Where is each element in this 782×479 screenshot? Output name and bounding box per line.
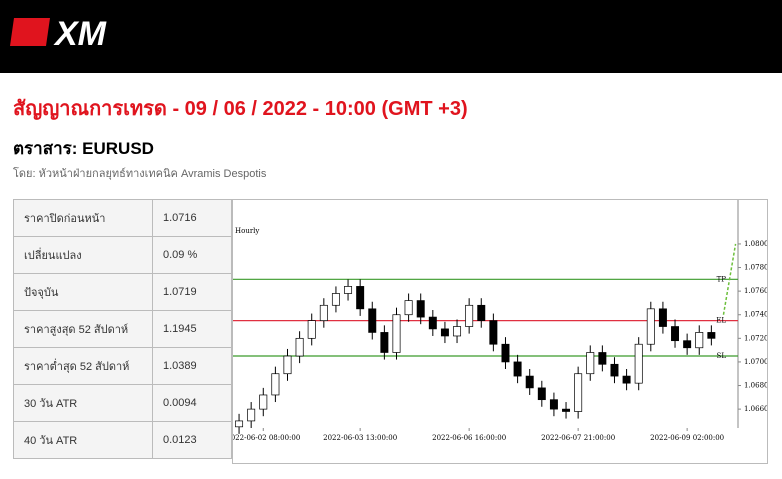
cell-label: 30 วัน ATR bbox=[13, 384, 153, 422]
cell-label: ราคาปิดก่อนหน้า bbox=[13, 199, 153, 237]
author: โดย: หัวหน้าฝ่ายกลยุทธ์ทางเทคนิค Avramis… bbox=[13, 168, 267, 180]
table-row: 30 วัน ATR 0.0094 bbox=[13, 384, 232, 422]
table-row: ราคาปิดก่อนหน้า 1.0716 bbox=[13, 199, 232, 237]
x-tick-label: 2022-06-02 08:00:00 bbox=[232, 434, 300, 442]
candle-body bbox=[404, 300, 413, 316]
candle-body bbox=[416, 300, 425, 318]
x-tick-label: 2022-06-09 02:00:00 bbox=[650, 434, 724, 442]
candle-body bbox=[513, 361, 522, 377]
cell-value: 0.0123 bbox=[152, 421, 232, 459]
cell-label: ปัจจุบัน bbox=[13, 273, 153, 311]
candle-body bbox=[477, 304, 486, 321]
x-tick-label: 2022-06-07 21:00:00 bbox=[541, 434, 615, 442]
candle-body bbox=[707, 332, 716, 339]
y-tick-label: 1.0760 bbox=[744, 287, 768, 295]
candle-body bbox=[622, 375, 631, 384]
candle-body bbox=[658, 308, 667, 327]
candle-body bbox=[331, 293, 340, 306]
candle-body bbox=[537, 387, 546, 401]
table-row: 40 วัน ATR 0.0123 bbox=[13, 421, 232, 459]
candle-body bbox=[574, 373, 583, 412]
candle-body bbox=[501, 343, 510, 363]
candle-body bbox=[307, 320, 316, 339]
candle-body bbox=[646, 308, 655, 345]
cell-value: 1.0716 bbox=[152, 199, 232, 237]
candle-body bbox=[295, 337, 304, 357]
candle-body bbox=[453, 326, 462, 337]
candle-body bbox=[283, 355, 292, 375]
cell-value: 1.0389 bbox=[152, 347, 232, 385]
cell-label: 40 วัน ATR bbox=[13, 421, 153, 459]
chart-subtitle: Hourly bbox=[235, 227, 259, 235]
candle-body bbox=[356, 286, 365, 310]
cell-value: 0.0094 bbox=[152, 384, 232, 422]
candle-body bbox=[525, 375, 534, 389]
cell-value: 1.1945 bbox=[152, 310, 232, 348]
y-tick-label: 1.0720 bbox=[744, 334, 768, 342]
info-table: ราคาปิดก่อนหน้า 1.0716 เปลี่ยนแปลง 0.09 % ปั… bbox=[13, 199, 232, 459]
candle-body bbox=[683, 340, 692, 349]
x-tick-label: 2022-06-03 13:00:00 bbox=[323, 434, 397, 442]
candle-body bbox=[428, 316, 437, 330]
y-tick-label: 1.0700 bbox=[744, 358, 768, 366]
candle-body bbox=[634, 343, 643, 384]
y-tick-label: 1.0660 bbox=[744, 405, 768, 413]
logo-mark bbox=[10, 18, 50, 46]
projection bbox=[722, 243, 737, 315]
candle-body bbox=[671, 326, 680, 342]
candle-body bbox=[549, 399, 558, 410]
candle-body bbox=[235, 420, 244, 428]
candle-body bbox=[380, 332, 389, 353]
chart: Hourly 1.0660 1.0680 1.0700 1.0720 1.0740 1.0… bbox=[232, 199, 768, 464]
level-label: TP bbox=[717, 275, 727, 283]
table-row: เปลี่ยนแปลง 0.09 % bbox=[13, 236, 232, 274]
candle-body bbox=[259, 394, 268, 410]
cell-label: ราคาต่ำสุด 52 สัปดาห์ bbox=[13, 347, 153, 385]
candle-body bbox=[610, 363, 619, 377]
header: XM bbox=[0, 0, 782, 73]
candle-body bbox=[344, 286, 353, 294]
y-tick-label: 1.0780 bbox=[744, 264, 768, 272]
y-tick-label: 1.0800 bbox=[744, 240, 768, 248]
cell-label: เปลี่ยนแปลง bbox=[13, 236, 153, 274]
candle-body bbox=[586, 352, 595, 375]
cell-value: 1.0719 bbox=[152, 273, 232, 311]
table-row: ราคาสูงสุด 52 สัปดาห์ 1.1945 bbox=[13, 310, 232, 348]
candle-body bbox=[465, 304, 474, 327]
candle-body bbox=[695, 332, 704, 349]
cell-value: 0.09 % bbox=[152, 236, 232, 274]
instrument: ตราสาร: EURUSD bbox=[13, 139, 154, 158]
candle-body bbox=[247, 408, 256, 422]
logo: XM bbox=[10, 15, 107, 53]
title: สัญญาณการเทรด - 09 / 06 / 2022 - 10:00 (… bbox=[13, 98, 468, 120]
candle-body bbox=[598, 352, 607, 365]
cell-label: ราคาสูงสุด 52 สัปดาห์ bbox=[13, 310, 153, 348]
level-label: EL bbox=[716, 317, 726, 325]
x-tick-label: 2022-06-06 16:00:00 bbox=[432, 434, 506, 442]
level-label: SL bbox=[717, 352, 727, 360]
candle-body bbox=[368, 308, 377, 333]
table-row: ปัจจุบัน 1.0719 bbox=[13, 273, 232, 311]
candle-body bbox=[440, 328, 449, 337]
candle-body bbox=[562, 408, 571, 412]
candle-body bbox=[489, 320, 498, 345]
logo-text: XM bbox=[53, 15, 107, 53]
table-row: ราคาต่ำสุด 52 สัปดาห์ 1.0389 bbox=[13, 347, 232, 385]
candle-body bbox=[271, 373, 280, 396]
candle-body bbox=[392, 314, 401, 353]
y-tick-label: 1.0680 bbox=[744, 382, 768, 390]
y-tick-label: 1.0740 bbox=[744, 311, 768, 319]
candle-body bbox=[319, 304, 328, 321]
